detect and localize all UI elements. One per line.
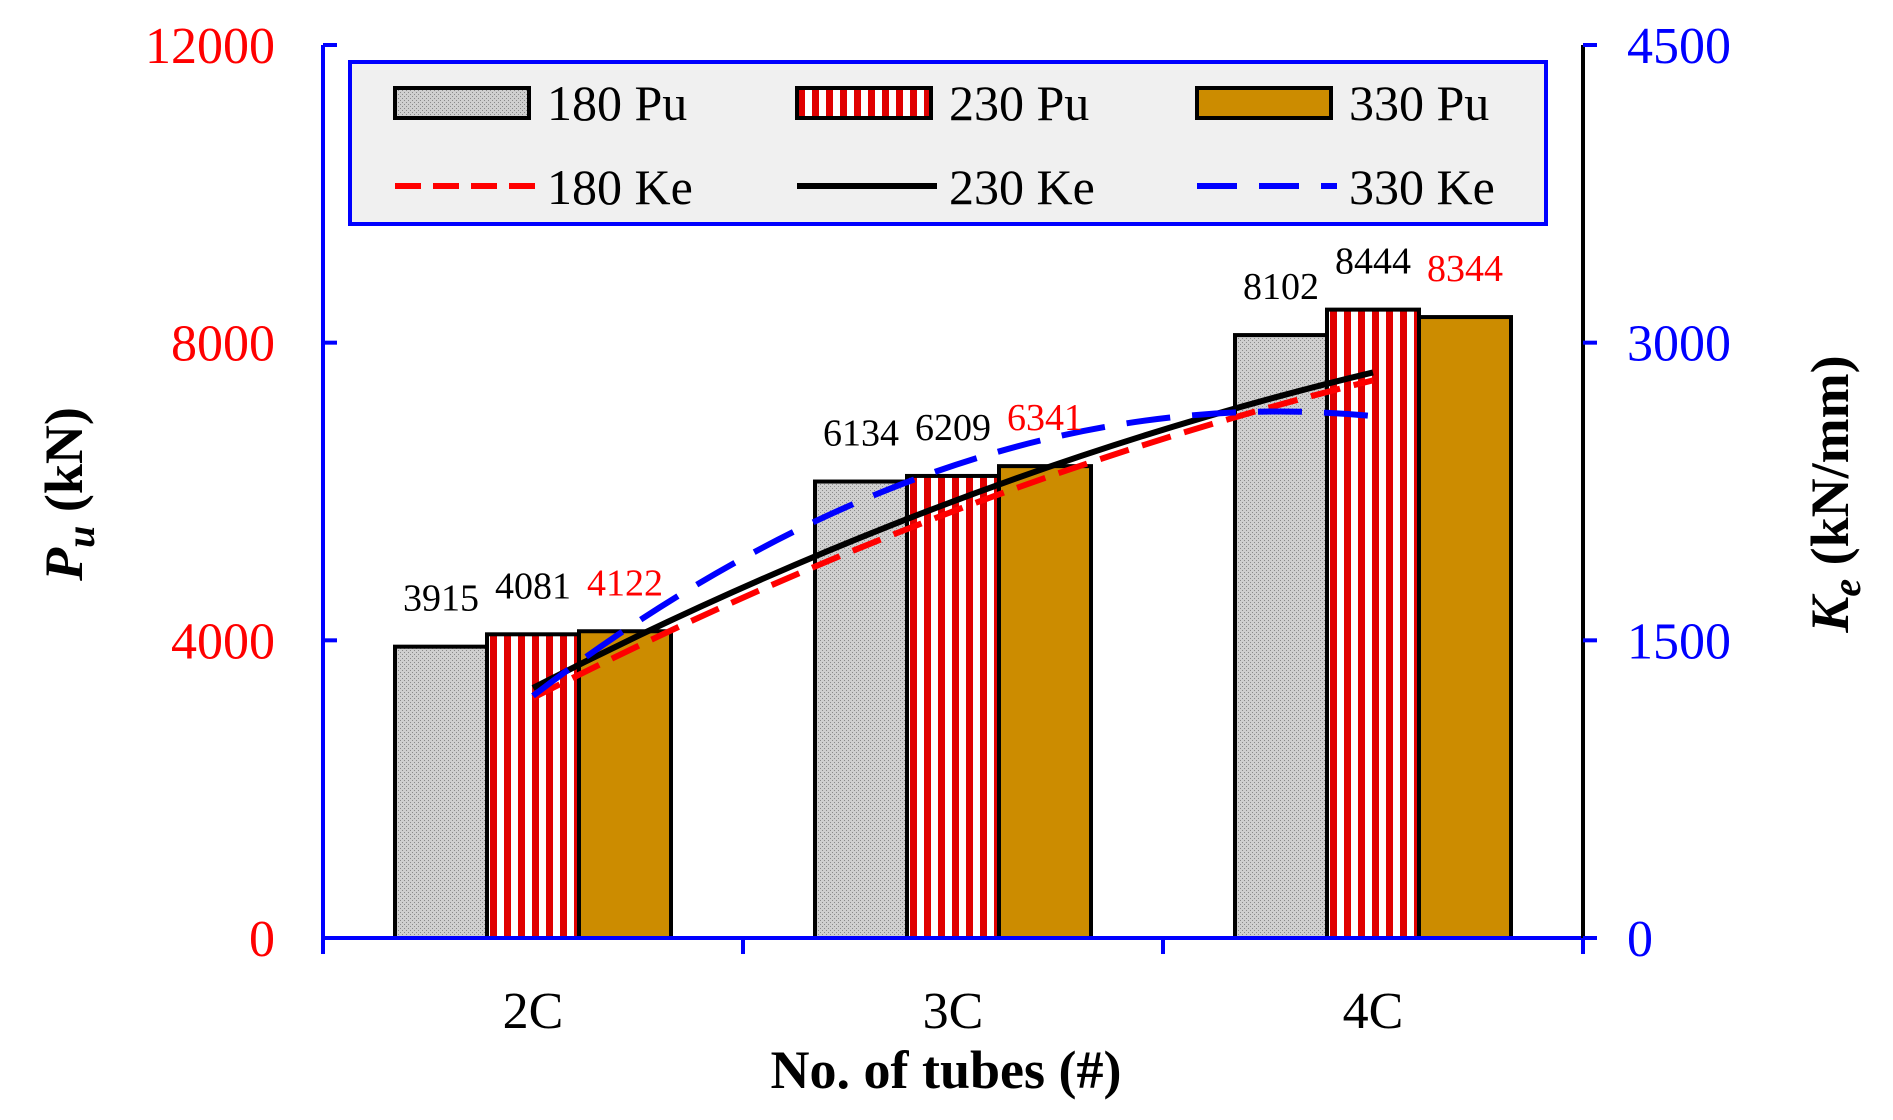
line-330-ke <box>531 408 1374 699</box>
legend-label-230-pu: 230 Pu <box>949 75 1089 131</box>
legend-label-330-ke: 330 Ke <box>1349 159 1495 215</box>
y-right-tick-label: 1500 <box>1627 613 1731 670</box>
y-axis-right-title-unit: (kN/mm) <box>1800 355 1860 578</box>
data-label-180-pu-3c: 6134 <box>823 413 899 455</box>
y-right-tick-label: 3000 <box>1627 316 1731 373</box>
bar-230-pu-3c <box>905 473 1001 940</box>
legend-box <box>348 60 1548 226</box>
y-axis-left-title-sub: u <box>58 526 103 548</box>
data-label-330-pu-4c: 8344 <box>1427 248 1503 290</box>
y-axis-right-title: Ke (kN/mm) <box>1800 355 1869 633</box>
data-labels-layer: 3915 6134 8102 4081 6209 8444 4122 6341 8344 <box>403 241 1503 620</box>
data-label-230-pu-4c: 8444 <box>1335 241 1411 283</box>
bar-230-pu-4c <box>1325 307 1421 940</box>
axes-layer: 0 4000 8000 12000 0 1500 3000 4500 2C 3C 4C <box>145 18 1731 1040</box>
x-tick-label-2c: 2C <box>503 983 564 1040</box>
y-right-tick-label: 0 <box>1627 911 1653 968</box>
legend-swatch-330-pu <box>1195 86 1333 120</box>
legend: 180 Pu 230 Pu 330 Pu 180 Ke 230 Ke 330 Ke <box>348 60 1548 226</box>
legend-label-330-pu: 330 Pu <box>1349 75 1489 131</box>
legend-label-180-pu: 180 Pu <box>547 75 687 131</box>
data-label-180-pu-4c: 8102 <box>1243 266 1319 308</box>
bar-230-pu-2c <box>485 632 581 941</box>
y-axis-right-title-sub: e <box>1824 579 1869 597</box>
x-tick-label-4c: 4C <box>1343 983 1404 1040</box>
lines-layer <box>531 369 1374 701</box>
y-axis-left-title: Pu (kN) <box>34 407 103 582</box>
bar-180-pu-4c <box>1233 333 1329 940</box>
legend-label-230-ke: 230 Ke <box>949 159 1095 215</box>
data-label-330-pu-2c: 4122 <box>587 562 663 604</box>
data-label-180-pu-2c: 3915 <box>403 578 479 620</box>
bar-180-pu-2c <box>393 644 489 940</box>
y-right-tick-label: 4500 <box>1627 18 1731 75</box>
line-180-ke <box>531 377 1374 701</box>
data-label-230-pu-3c: 6209 <box>915 407 991 449</box>
legend-label-180-ke: 180 Ke <box>547 159 693 215</box>
legend-swatch-180-pu <box>393 86 531 120</box>
y-left-tick-label: 4000 <box>171 613 275 670</box>
y-axis-right-title-main: K <box>1800 593 1860 634</box>
bar-330-pu-4c <box>1417 315 1513 940</box>
x-axis-title: No. of tubes (#) <box>771 1040 1122 1100</box>
bar-330-pu-2c <box>577 629 673 941</box>
legend-swatch-230-pu <box>795 86 933 120</box>
y-left-tick-label: 0 <box>249 911 275 968</box>
data-label-230-pu-2c: 4081 <box>495 565 571 607</box>
bars-layer <box>393 307 1513 941</box>
y-left-tick-label: 8000 <box>171 316 275 373</box>
y-axis-left-title-unit: (kN) <box>34 407 94 526</box>
bar-330-pu-3c <box>997 464 1093 940</box>
x-tick-label-3c: 3C <box>923 983 984 1040</box>
data-label-330-pu-3c: 6341 <box>1007 397 1083 439</box>
y-left-tick-label: 12000 <box>145 18 275 75</box>
y-axis-left-title-main: P <box>34 547 94 582</box>
line-230-ke <box>531 369 1374 691</box>
